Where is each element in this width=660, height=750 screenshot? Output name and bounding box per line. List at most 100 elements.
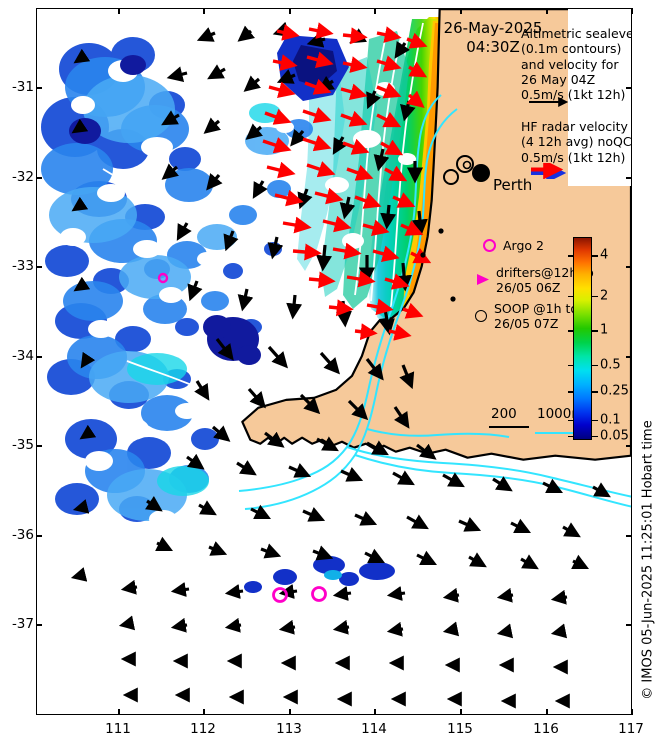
- hf-radar-legend-line1: HF radar velocity: [521, 119, 628, 134]
- colorbar-tick-mark: [592, 419, 598, 422]
- y-axis-tick: [36, 356, 42, 358]
- copyright-notice: © IMOS 05-Jun-2025 11:25:01 Hobart time: [640, 420, 656, 700]
- y-axis-tick-right: [626, 535, 632, 537]
- x-axis-label: 115: [447, 721, 473, 737]
- map-time-label: 04:30Z: [466, 38, 520, 56]
- x-axis-tick: [289, 709, 291, 715]
- y-axis-tick: [36, 624, 42, 626]
- bathymetry-200-label: 200: [491, 406, 517, 422]
- altimetric-legend-line1: Altimetric sealevel: [521, 26, 631, 41]
- bathymetry-200-line: [489, 426, 529, 428]
- y-axis-label: -35: [11, 437, 34, 453]
- legend-item-drifters-label: drifters@12h to 26/05 06Z: [496, 265, 594, 296]
- y-axis-tick-right: [626, 266, 632, 268]
- x-axis-label: 112: [190, 721, 216, 737]
- legend-item-argo-label: Argo 2: [503, 238, 544, 253]
- bathymetry-1000-label: 1000m: [537, 406, 585, 422]
- map-datetime-block: 26-May-2025 04:30Z: [423, 19, 563, 57]
- colorbar-tick-mark: [592, 330, 598, 332]
- bathymetry-1000-line: [535, 432, 581, 434]
- y-axis-tick: [36, 266, 42, 268]
- colorbar-tick-label: 0.05: [600, 428, 629, 444]
- colorbar-tick-label: 0.25: [600, 383, 629, 399]
- x-axis-tick: [203, 709, 205, 715]
- colorbar-tick-label: 4: [600, 247, 609, 263]
- colorbar-tick-label: 1: [600, 322, 609, 338]
- x-axis-tick-top: [374, 8, 376, 14]
- y-axis-tick: [36, 177, 42, 179]
- y-axis-label: -34: [11, 348, 34, 364]
- hf-radar-legend-block: HF radar velocity (4 12h avg) noQC 0.5m/s …: [521, 119, 631, 165]
- y-axis-tick-right: [626, 624, 632, 626]
- x-axis-tick-top: [546, 8, 548, 14]
- x-axis-label: 116: [533, 721, 559, 737]
- altimetric-legend-line2: (0.1m contours): [521, 41, 622, 57]
- colorbar-tick-mark: [592, 255, 598, 257]
- map-plot-area[interactable]: 26-May-2025 04:30Z Altimetric sealevel (0.…: [36, 8, 632, 715]
- colorbar-tick-mark-left: [568, 295, 573, 298]
- x-axis-tick-top: [631, 8, 633, 14]
- legend-item-drifters[interactable]: drifters@12h to 26/05 06Z: [475, 265, 594, 296]
- legend-item-soop[interactable]: SOOP @1h to 26/05 07Z: [475, 301, 578, 332]
- colorbar-tick-label: 0.5: [600, 357, 621, 373]
- y-axis-tick: [36, 535, 42, 537]
- colorbar-tick-mark: [592, 391, 598, 393]
- altimetric-legend-line4: 26 May 04Z: [521, 71, 596, 87]
- x-axis-tick-top: [460, 8, 462, 14]
- hf-radar-legend-line3: 0.5m/s (1kt 12h): [521, 149, 626, 165]
- y-axis-tick-right: [626, 177, 632, 179]
- legend-white-backdrop: [568, 9, 631, 186]
- x-axis-tick-top: [289, 8, 291, 14]
- y-axis-tick-right: [626, 356, 632, 358]
- colorbar-tick-label: 2: [600, 288, 609, 304]
- colorbar-gradient: [573, 237, 592, 440]
- hf-radar-velocity-arrows: [262, 22, 432, 341]
- y-axis-label: -31: [11, 79, 34, 95]
- x-axis-tick: [546, 709, 548, 715]
- colorbar-tick-mark-left: [568, 364, 573, 367]
- red-blue-arrow-scale-icon: [531, 163, 567, 179]
- colorbar-tick-label: 0.1: [600, 412, 621, 428]
- x-axis-label: 117: [618, 721, 644, 737]
- x-axis-tick-top: [203, 8, 205, 14]
- colorbar-tick-mark: [592, 364, 598, 367]
- x-axis-tick: [460, 709, 462, 715]
- x-axis-tick: [118, 709, 120, 715]
- altimetric-legend-block: Altimetric sealevel (0.1m contours) and ve…: [521, 26, 631, 102]
- y-axis-label: -32: [11, 169, 34, 185]
- altimetric-legend-line3: and velocity for: [521, 56, 619, 72]
- colorbar-tick-mark: [592, 435, 598, 438]
- x-axis-tick-top: [118, 8, 120, 14]
- colorbar-tick-mark-left: [568, 255, 573, 257]
- drifter-triangle-icon: [477, 274, 489, 285]
- colorbar-tick-mark-left: [568, 330, 573, 332]
- colorbar-tick-mark: [592, 295, 598, 298]
- legend-item-soop-label: SOOP @1h to 26/05 07Z: [494, 301, 579, 332]
- y-axis-label: -37: [11, 616, 34, 632]
- y-axis-tick-right: [626, 87, 632, 89]
- y-axis-tick-right: [626, 445, 632, 447]
- y-axis-label: -36: [11, 527, 34, 543]
- x-axis-label: 113: [276, 721, 302, 737]
- y-axis-tick: [36, 87, 42, 89]
- colorbar-tick-mark-left: [568, 391, 573, 393]
- map-date-label: 26-May-2025: [443, 19, 543, 37]
- y-axis-label: -33: [11, 258, 34, 274]
- x-axis-label: 111: [105, 721, 131, 737]
- y-axis-tick: [36, 445, 42, 447]
- soop-ship-track-markers[interactable]: [37, 9, 631, 714]
- argo-float-markers[interactable]: [37, 9, 631, 714]
- argo-ring-icon: [483, 239, 496, 252]
- colorbar-tick-mark-left: [568, 435, 573, 438]
- hf-radar-legend-line2: (4 12h avg) noQC: [521, 134, 631, 150]
- city-label-perth: Perth: [493, 176, 533, 194]
- x-axis-tick: [631, 709, 633, 715]
- x-axis-label: 114: [361, 721, 387, 737]
- x-axis-tick: [374, 709, 376, 715]
- black-arrow-scale-icon: [529, 97, 569, 107]
- legend-item-argo[interactable]: Argo 2: [483, 238, 544, 253]
- altimetric-legend-line5: 0.5m/s (1kt 12h): [521, 87, 626, 103]
- soop-ring-icon: [475, 310, 487, 322]
- colorbar-tick-mark-left: [568, 419, 573, 422]
